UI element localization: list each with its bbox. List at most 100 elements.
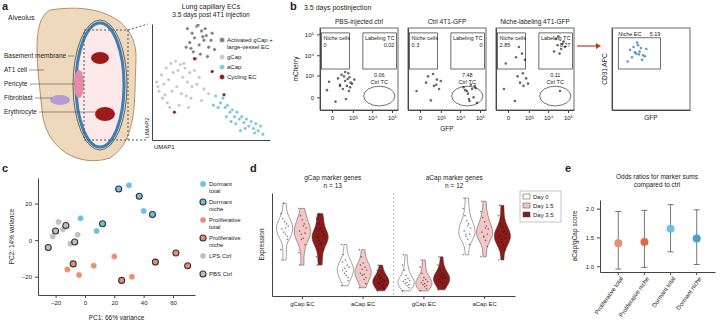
violin-point (406, 282, 408, 284)
tick-mark (548, 110, 549, 113)
violin-point (345, 270, 347, 272)
gate (498, 33, 526, 69)
violin (459, 198, 475, 255)
event (344, 80, 347, 83)
legend-label: Dormanttotal (209, 181, 232, 194)
tick-label: Proliferative niche (618, 275, 651, 318)
point (186, 27, 189, 30)
violin-point (462, 208, 464, 210)
point (196, 24, 199, 27)
point (185, 263, 191, 269)
tick: gCap EC (290, 296, 315, 307)
tick-label: 60 (170, 300, 177, 306)
tick-label: 40 (141, 300, 148, 306)
point (231, 108, 234, 111)
label-line: Dormant (209, 199, 232, 205)
event (645, 48, 648, 51)
error-cap (615, 269, 621, 270)
event (326, 89, 329, 92)
point (614, 239, 622, 247)
point (76, 272, 82, 278)
y-axis: 1.01.52.0 (586, 201, 601, 273)
violin-point (347, 277, 349, 279)
event (467, 92, 470, 95)
violin-point (305, 227, 307, 229)
label-line: Proliferative (209, 235, 241, 241)
event (640, 47, 643, 50)
point (78, 215, 84, 221)
event (519, 81, 522, 84)
label-line: large-vessel EC (227, 44, 270, 50)
point (244, 127, 247, 130)
tick-label: –20 (51, 300, 62, 306)
plot-frame (496, 28, 574, 110)
event (432, 73, 435, 76)
tick-label: aCap EC (472, 301, 497, 307)
event (344, 71, 347, 74)
y-axis (152, 25, 153, 141)
point (240, 115, 243, 118)
violin-point (463, 230, 465, 232)
pericyte (74, 70, 84, 98)
violin-point (422, 284, 424, 286)
legend-marker (200, 253, 206, 259)
event (339, 85, 342, 88)
tick-mark (56, 295, 57, 298)
tick: 1.0 (586, 264, 600, 270)
violin-point (443, 275, 445, 277)
point (119, 277, 125, 283)
group-n: n = 13 (324, 182, 343, 189)
gate-label: Niche cells (500, 35, 527, 41)
event (427, 75, 430, 78)
tick-label: 2.0 (586, 206, 595, 212)
violin-point (498, 215, 500, 217)
violin-point (501, 239, 503, 241)
tick-mark (363, 296, 364, 299)
gate-value: 0.3 (412, 42, 420, 48)
event (348, 76, 351, 79)
tick-mark (317, 55, 320, 56)
violin-point (302, 238, 304, 240)
point (129, 274, 135, 280)
violin-point (304, 232, 306, 234)
violin-point (404, 283, 406, 285)
tick-mark (173, 295, 174, 298)
diagram-label: AT1 cell (4, 66, 28, 73)
tick: 10³ (437, 110, 446, 121)
violin-point (347, 280, 349, 282)
violin-point (286, 223, 288, 225)
gate (322, 33, 350, 69)
tick-label: 0 (331, 115, 335, 121)
event (436, 78, 439, 81)
point (183, 66, 186, 69)
violin-point (341, 285, 343, 287)
tick-mark (35, 240, 38, 241)
label-line: Dormant (209, 181, 232, 187)
violin-point (424, 286, 426, 288)
event (631, 56, 634, 59)
violin (276, 203, 292, 260)
chart-title: Lung capillary ECs (182, 3, 241, 11)
diagram-label: Pericyte (4, 80, 28, 88)
violin-point (281, 228, 283, 230)
event (525, 77, 528, 80)
violin (294, 208, 310, 265)
tick: 10⁵ (476, 110, 486, 121)
tick-mark (317, 34, 320, 35)
tick: 10³ (525, 110, 534, 121)
event (553, 50, 556, 53)
tick: 10³ (305, 73, 320, 79)
violin-point (346, 264, 348, 266)
label-line: Cycling EC (227, 74, 257, 80)
axis-title: aCap/gCap score (571, 210, 579, 261)
tick-mark (144, 295, 145, 298)
axis-line (408, 29, 409, 111)
violin-point (320, 244, 322, 246)
panel-letter: c (2, 162, 8, 174)
violin-point (482, 217, 484, 219)
tick-label: 20 (25, 201, 32, 207)
violin-point (498, 259, 500, 261)
violin-point (304, 244, 306, 246)
violin-point (322, 235, 324, 237)
point (239, 129, 242, 132)
